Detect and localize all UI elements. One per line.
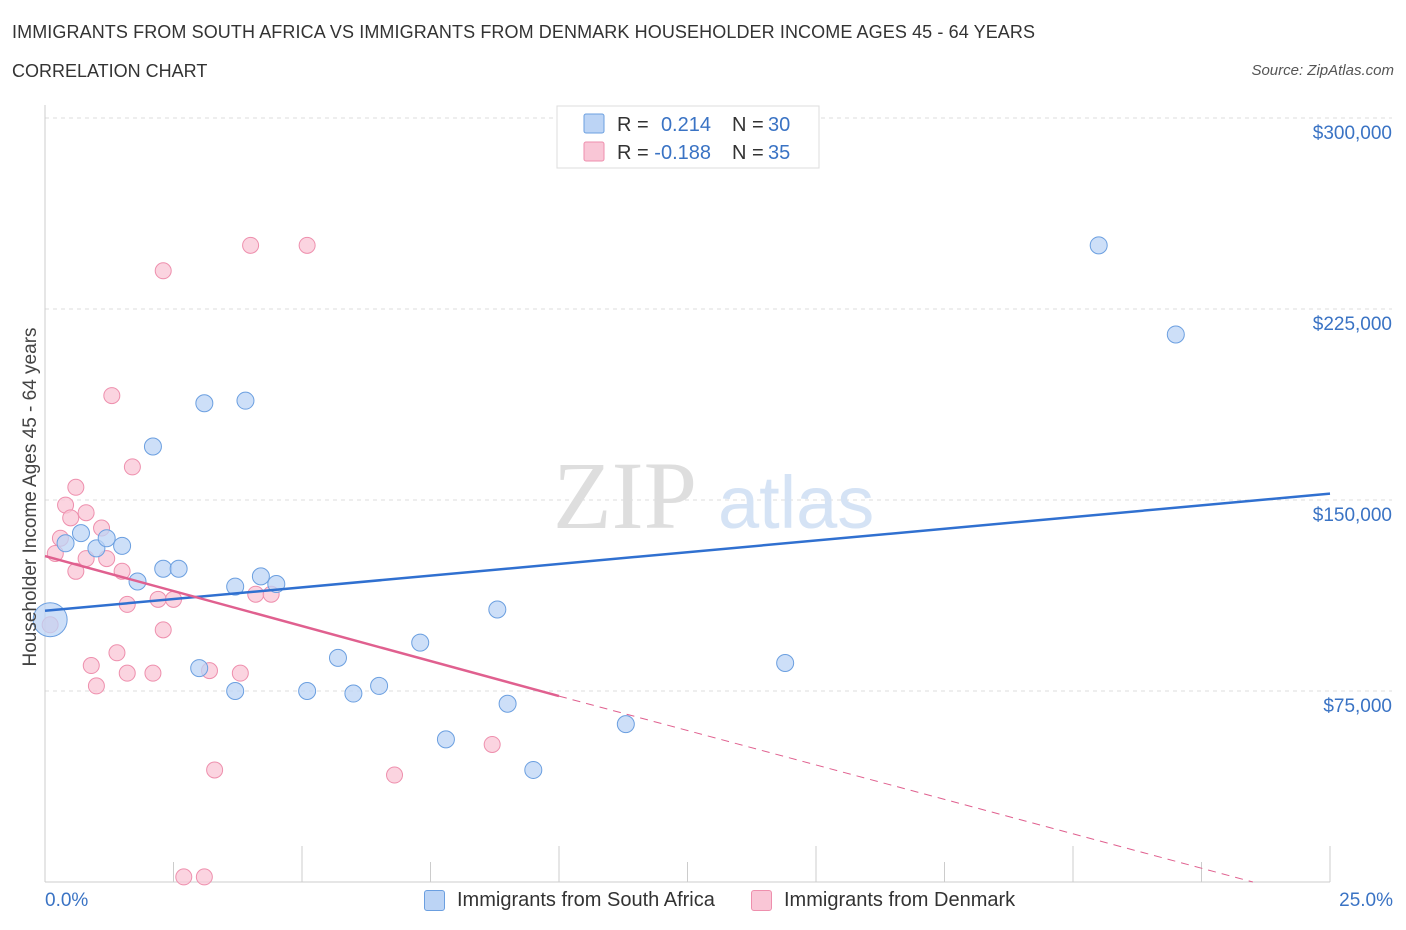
legend-swatch-blue: [583, 113, 605, 134]
point-denmark-32: [298, 236, 316, 254]
top-legend: R = 0.214 N = 30 R = -0.188 N = 35: [556, 105, 820, 169]
point-south-africa-28: [1089, 236, 1108, 255]
point-south-africa-12: [226, 577, 245, 596]
axes: [44, 105, 1331, 883]
bottom-legend-south-africa: Immigrants from South Africa: [424, 889, 715, 912]
point-south-africa-20: [370, 676, 389, 695]
chart-title: IMMIGRANTS FROM SOUTH AFRICA VS IMMIGRAN…: [12, 22, 1036, 42]
y-tick-labels: $75,000 $150,000 $225,000 $300,000: [1313, 123, 1392, 717]
legend-r-label-blue: R =: [617, 114, 649, 136]
point-south-africa-10: [190, 659, 209, 678]
y-tick-label-1: $150,000: [1313, 505, 1392, 526]
point-south-africa-27: [776, 653, 795, 672]
bottom-legend-swatch-pink: [751, 890, 772, 911]
point-denmark-34: [483, 735, 501, 753]
source-label: Source: ZipAtlas.com: [1251, 62, 1394, 79]
point-denmark-18: [123, 458, 141, 476]
point-denmark-30: [247, 585, 265, 603]
point-denmark-19: [144, 664, 162, 682]
point-south-africa-17: [298, 682, 317, 700]
point-denmark-10: [87, 677, 105, 695]
point-denmark-27: [206, 761, 224, 779]
point-south-africa-29: [1166, 325, 1185, 344]
legend-n-value-blue: 30: [768, 114, 790, 136]
point-south-africa-14: [236, 391, 255, 410]
point-denmark-28: [231, 664, 249, 682]
point-denmark-5: [67, 478, 85, 496]
legend-r-label-pink: R =: [617, 142, 649, 164]
point-denmark-4: [62, 509, 80, 527]
point-denmark-22: [154, 262, 172, 280]
trend-lines: [44, 492, 1331, 883]
point-south-africa-8: [154, 559, 173, 578]
point-south-africa-19: [344, 684, 363, 703]
point-denmark-9: [82, 657, 100, 675]
series-south-africa-points: [32, 236, 1185, 779]
y-tick-label-0: $75,000: [1323, 696, 1392, 717]
point-denmark-17: [118, 664, 136, 682]
point-denmark-29: [242, 236, 260, 254]
point-south-africa-2: [71, 524, 90, 543]
trend-line-south-africa: [44, 492, 1331, 613]
point-denmark-14: [108, 644, 126, 662]
point-south-africa-4: [97, 529, 116, 548]
legend-n-value-pink: 35: [768, 142, 790, 164]
series-denmark-points: [41, 236, 501, 886]
bottom-legend-swatch-blue: [424, 890, 445, 911]
point-denmark-33: [386, 766, 404, 784]
watermark-atlas: atlas: [718, 461, 874, 544]
point-south-africa-11: [195, 394, 214, 413]
point-south-africa-18: [328, 648, 347, 667]
y-tick-label-2: $225,000: [1313, 314, 1392, 335]
point-south-africa-23: [488, 600, 507, 619]
point-south-africa-0: [32, 602, 68, 638]
legend-r-value-blue: 0.214: [661, 114, 711, 136]
point-south-africa-22: [436, 730, 455, 749]
point-south-africa-5: [113, 536, 132, 555]
trend-line-denmark: [44, 554, 560, 698]
bottom-legend-label-pink: Immigrants from Denmark: [784, 889, 1016, 911]
point-denmark-13: [103, 387, 121, 405]
point-denmark-24: [175, 868, 193, 886]
trend-line-denmark-extension: [558, 695, 1254, 883]
point-south-africa-15: [251, 567, 270, 586]
point-denmark-21: [154, 621, 172, 639]
point-south-africa-24: [498, 694, 517, 713]
chart-subtitle: CORRELATION CHART: [12, 61, 208, 81]
bottom-legend-label-blue: Immigrants from South Africa: [457, 889, 715, 911]
legend-n-label-blue: N =: [732, 114, 764, 136]
point-south-africa-25: [524, 760, 543, 779]
x-tick-min: 0.0%: [45, 890, 89, 911]
point-denmark-7: [77, 504, 95, 522]
point-south-africa-9: [169, 559, 188, 578]
legend-r-value-pink: -0.188: [654, 142, 711, 164]
watermark-zip: ZIP: [553, 442, 697, 549]
legend-n-label-pink: N =: [732, 142, 764, 164]
legend-swatch-pink: [583, 141, 605, 162]
y-tick-label-3: $300,000: [1313, 123, 1392, 144]
bottom-legend-denmark: Immigrants from Denmark: [751, 889, 1015, 912]
point-south-africa-7: [143, 437, 162, 456]
point-south-africa-13: [226, 682, 245, 700]
x-tick-max: 25.0%: [1339, 890, 1393, 911]
point-denmark-25: [195, 868, 213, 886]
y-axis-label: Householder Income Ages 45 - 64 years: [20, 327, 41, 666]
point-south-africa-21: [411, 633, 430, 652]
point-south-africa-26: [616, 715, 635, 734]
point-south-africa-1: [56, 534, 75, 553]
